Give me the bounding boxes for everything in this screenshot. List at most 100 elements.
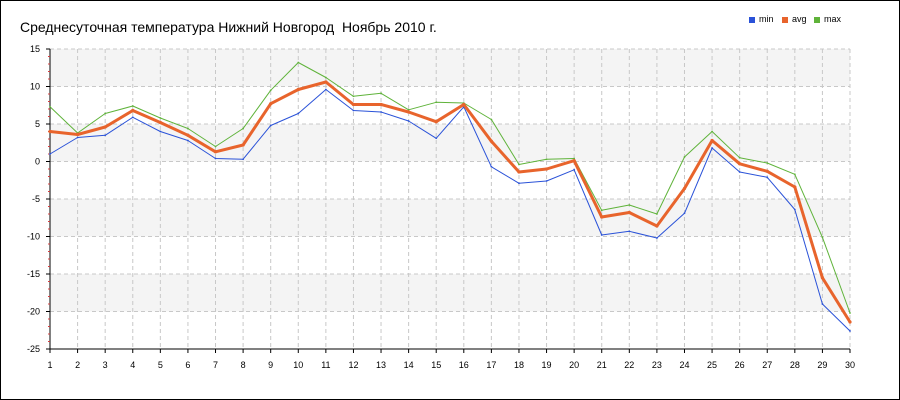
data-point-avg [462, 102, 466, 107]
data-point-avg [572, 159, 576, 163]
data-point-avg [710, 138, 714, 143]
data-point-avg [131, 108, 135, 113]
plot-series [48, 61, 852, 332]
data-point-min [573, 168, 576, 171]
data-point-min [324, 88, 327, 91]
data-point-max [738, 156, 741, 159]
data-point-avg [793, 185, 797, 189]
data-point-avg [103, 125, 107, 129]
data-point-max [435, 101, 438, 104]
data-point-avg [600, 215, 604, 219]
chart-title: Среднесуточная температура Нижний Новгор… [20, 19, 437, 35]
data-point-avg [655, 224, 659, 228]
plot-band [50, 49, 850, 87]
data-point-min [683, 212, 686, 215]
data-point-max [490, 118, 493, 121]
x-tick-label: 26 [735, 360, 745, 370]
y-tick-label: 0 [35, 157, 40, 167]
plot-bands [50, 49, 850, 312]
x-tick-label: 28 [790, 360, 800, 370]
x-tick-label: 19 [542, 360, 552, 370]
x-tick-label: 4 [130, 360, 135, 370]
data-point-avg [48, 129, 52, 134]
x-axis-ticks: 1 2 3 4 5 6 7 8 9 10 11 12 13 14 15 16 17 18 19 20 21 22 23 24 2… [47, 349, 855, 370]
x-tick-label: 27 [762, 360, 772, 370]
x-tick-label: 20 [569, 360, 579, 370]
data-point-max [324, 76, 327, 79]
x-tick-label: 24 [679, 360, 689, 370]
data-point-avg [517, 170, 521, 174]
data-point-min [104, 134, 107, 137]
x-tick-label: 14 [404, 360, 414, 370]
data-point-min [49, 153, 51, 155]
y-tick-label: 10 [30, 82, 40, 92]
plot-band [50, 274, 850, 312]
x-tick-label: 12 [348, 360, 358, 370]
data-point-max [352, 95, 355, 98]
data-point-avg [489, 139, 493, 143]
y-tick-label: -25 [27, 344, 40, 354]
legend-swatch-min [749, 16, 755, 23]
y-tick-label: 5 [35, 119, 40, 129]
data-point-min [821, 303, 824, 305]
x-tick-label: 10 [293, 360, 303, 370]
data-point-avg [379, 102, 383, 107]
data-point-max [131, 105, 134, 107]
data-point-max [104, 112, 107, 115]
data-point-min [490, 165, 493, 168]
data-point-avg [75, 132, 80, 137]
data-point-max [49, 105, 51, 108]
data-point-max [269, 89, 272, 92]
x-tick-label: 17 [486, 360, 496, 370]
data-point-min [628, 230, 631, 233]
data-point-avg [820, 276, 825, 280]
data-point-min [435, 137, 438, 140]
data-point-max [711, 130, 713, 133]
data-point-avg [627, 210, 631, 215]
data-point-max [545, 158, 548, 161]
data-point-avg [324, 80, 328, 84]
data-point-min [849, 330, 851, 332]
x-tick-label: 15 [431, 360, 441, 370]
legend-label-min: min [759, 14, 774, 24]
series-line-min [49, 89, 851, 332]
legend-item-min: min [749, 14, 774, 24]
x-tick-label: 29 [817, 360, 827, 370]
data-point-max [793, 173, 796, 176]
x-tick-label: 9 [268, 360, 273, 370]
data-point-avg [269, 102, 273, 106]
y-tick-label: -10 [27, 232, 40, 242]
data-point-min [214, 157, 217, 160]
data-point-max [600, 209, 603, 212]
plot-band [50, 199, 850, 237]
x-tick-label: 13 [376, 360, 386, 370]
legend-label-max: max [824, 14, 842, 24]
series-line-avg [49, 80, 852, 323]
data-point-min [297, 112, 300, 115]
data-point-min [793, 208, 796, 211]
data-point-min [407, 120, 410, 122]
legend-swatch-avg [782, 16, 788, 23]
data-point-avg [407, 110, 411, 114]
data-point-avg [351, 102, 356, 107]
x-tick-label: 25 [707, 360, 717, 370]
x-tick-label: 22 [624, 360, 634, 370]
data-point-avg [434, 120, 438, 124]
data-point-max [766, 162, 769, 164]
legend-label-avg: avg [792, 14, 807, 24]
data-point-min [738, 171, 741, 173]
data-point-avg [241, 143, 245, 147]
data-point-min [76, 136, 79, 139]
data-point-avg [738, 162, 742, 166]
x-tick-label: 18 [514, 360, 524, 370]
data-point-min [131, 116, 134, 119]
x-tick-label: 30 [845, 360, 855, 370]
y-tick-label: 15 [30, 44, 40, 54]
data-point-min [269, 124, 272, 127]
legend-swatch-max [814, 16, 820, 23]
data-point-min [655, 237, 658, 239]
y-axis-ticks: 15 10 5 0 -5 -10 -15 -20 -25 [27, 44, 50, 354]
data-point-min [711, 147, 713, 149]
data-point-max [187, 127, 189, 130]
